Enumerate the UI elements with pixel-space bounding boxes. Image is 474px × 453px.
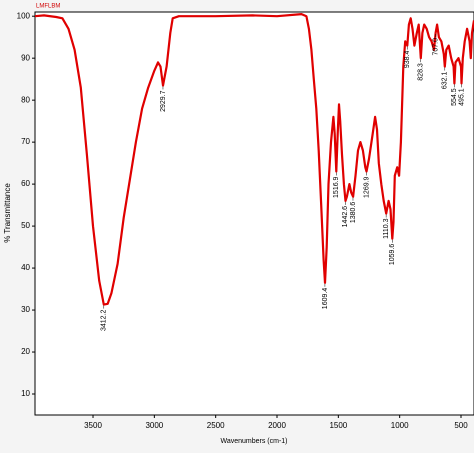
y-tick-label: 50 — [21, 221, 30, 230]
x-tick-label: 500 — [454, 421, 468, 430]
y-tick-label: 100 — [17, 11, 31, 20]
y-tick-label: 80 — [21, 95, 30, 104]
x-tick-label: 1000 — [391, 421, 409, 430]
y-tick-label: 10 — [21, 389, 30, 398]
spectrum-line — [35, 13, 474, 306]
peak-label: 1269.9 — [363, 176, 370, 198]
y-tick-label: 90 — [21, 53, 30, 62]
peak-label: 1516.9 — [333, 176, 340, 198]
x-tick-label: 1500 — [329, 421, 347, 430]
y-tick-label: 70 — [21, 137, 30, 146]
peak-label: 938.4 — [404, 50, 411, 68]
y-axis-label: % Transmittance — [3, 183, 12, 243]
x-tick-label: 3500 — [84, 421, 102, 430]
peak-label: 1380.6 — [350, 202, 357, 224]
peak-label: 1059.6 — [389, 244, 396, 266]
peak-label: 495.1 — [458, 88, 465, 106]
peak-label: 828.3 — [418, 63, 425, 81]
y-tick-label: 30 — [21, 305, 30, 314]
plot-clip: 3412.2 2929.7 1609.4 1516.9 1442.6 1380.6 1269… — [35, 13, 474, 331]
x-tick-label: 2000 — [268, 421, 286, 430]
y-tick-label: 40 — [21, 263, 30, 272]
peak-label: 707.0 — [432, 38, 439, 56]
x-axis-label: Wavenumbers (cm-1) — [220, 438, 287, 445]
y-tick-label: 20 — [21, 347, 30, 356]
peak-label: 1609.4 — [322, 288, 329, 310]
peak-label: 1110.3 — [383, 218, 390, 238]
plot-area — [34, 11, 474, 416]
peak-label: 632.1 — [442, 71, 449, 89]
x-tick-label: 3000 — [145, 421, 163, 430]
peak-label: 3412.2 — [101, 309, 108, 331]
peak-label: 2929.7 — [160, 90, 167, 112]
peak-label: 1442.6 — [342, 206, 349, 228]
peak-label: 554.5 — [451, 88, 458, 106]
x-tick-label: 2500 — [207, 421, 225, 430]
y-tick-label: 60 — [21, 179, 30, 188]
chart-title: LMFLBM — [36, 4, 60, 10]
